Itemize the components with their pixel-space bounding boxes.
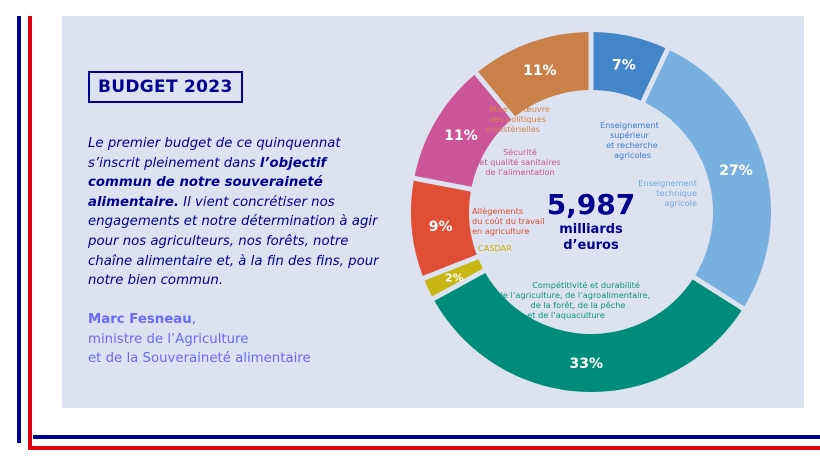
donut-slices [410, 32, 771, 393]
tricolor-horizontal-blue-line [33, 435, 820, 439]
slice-value-label: 33% [569, 356, 603, 372]
slice-value-label: 7% [612, 58, 636, 74]
category-label-line: de la forêt, de la pêche [531, 300, 626, 310]
slice-category-label: Allègements du coût du travail en agricult… [472, 206, 545, 236]
category-label-line: et recherche [606, 140, 658, 150]
slice-category-label: CASDAR [478, 243, 512, 253]
category-label-line: supérieur [610, 130, 650, 140]
slice-category-label: Enseignement supérieur et recherche agricol… [600, 120, 660, 160]
category-label-line: Compétitivité et durabilité [532, 280, 640, 290]
category-label-line: Mise en œuvre [489, 104, 550, 114]
donut-slice [593, 32, 666, 101]
slice-category-label: Mise en œuvre des politiques ministérielle… [485, 104, 550, 134]
slice-category-label: Sécurité et qualité sanitaires de l’alimen… [479, 147, 560, 177]
quote-text-end: Il vient concrétiser nos engagements et … [88, 194, 379, 289]
quote-text-bold: l’objectif commun de notre souveraineté … [88, 155, 327, 210]
category-label-line: Allègements [472, 206, 523, 216]
slice-category-label: Compétitivité et durabilité de l’agricult… [498, 280, 651, 320]
category-label-line: ministérielles [485, 124, 540, 134]
center-total-value: 5,987 [547, 188, 636, 221]
donut-slice [645, 50, 771, 307]
author-name: Marc Fesneau [88, 312, 192, 327]
category-label-line: agricoles [614, 150, 651, 160]
slice-category-label: Enseignement technique agricole [638, 178, 698, 208]
quote-text-start: Le premier budget de ce quinquennat s’in… [88, 136, 341, 171]
category-label-line: de l’agriculture, de l’agroalimentaire, [498, 290, 651, 300]
category-label-line: des politiques [489, 114, 546, 124]
author-comma: , [191, 312, 196, 327]
category-label-line: et qualité sanitaires [479, 157, 560, 167]
donut-slice [478, 32, 589, 117]
author-role-line-2: et de la Souveraineté alimentaire [88, 351, 311, 367]
category-label-line: Sécurité [503, 147, 537, 157]
minister-quote: Le premier budget de ce quinquennat s’in… [88, 134, 388, 291]
donut-slice [424, 259, 483, 297]
slice-value-label: 27% [719, 163, 753, 179]
category-label-line: du coût du travail [472, 216, 545, 226]
slice-value-label: 9% [429, 219, 453, 235]
tricolor-horizontal-red-line [28, 446, 820, 450]
category-label-line: et de l’aquaculture [527, 310, 605, 320]
category-label-line: agricole [664, 198, 697, 208]
slice-value-label: 11% [523, 63, 557, 79]
category-label-line: en agriculture [472, 226, 529, 236]
category-label-line: de l’alimentation [485, 167, 554, 177]
center-unit-line-1: milliards [559, 222, 623, 237]
author-role-line-1: ministre de l’Agriculture [88, 331, 249, 347]
donut-value-labels: 7% 27% 33% 2% 9% 11% 11% [429, 58, 753, 372]
category-label-line: Enseignement [638, 178, 698, 188]
center-unit-line-2: d’euros [563, 238, 619, 253]
slice-value-label: 11% [444, 128, 478, 144]
category-label-line: CASDAR [478, 243, 512, 253]
donut-slice [434, 272, 742, 393]
donut-category-labels: Enseignement supérieur et recherche agricol… [472, 104, 698, 320]
tricolor-vertical-red-line [28, 16, 32, 450]
donut-slice [414, 74, 512, 187]
category-label-line: Enseignement [600, 120, 660, 130]
donut-slice [410, 180, 477, 276]
page-title: BUDGET 2023 [88, 71, 243, 103]
slice-value-label: 2% [445, 271, 464, 284]
tricolor-vertical-blue-line [17, 16, 21, 443]
category-label-line: technique [656, 188, 697, 198]
quote-author: Marc Fesneau, ministre de l’Agriculture … [88, 310, 388, 369]
